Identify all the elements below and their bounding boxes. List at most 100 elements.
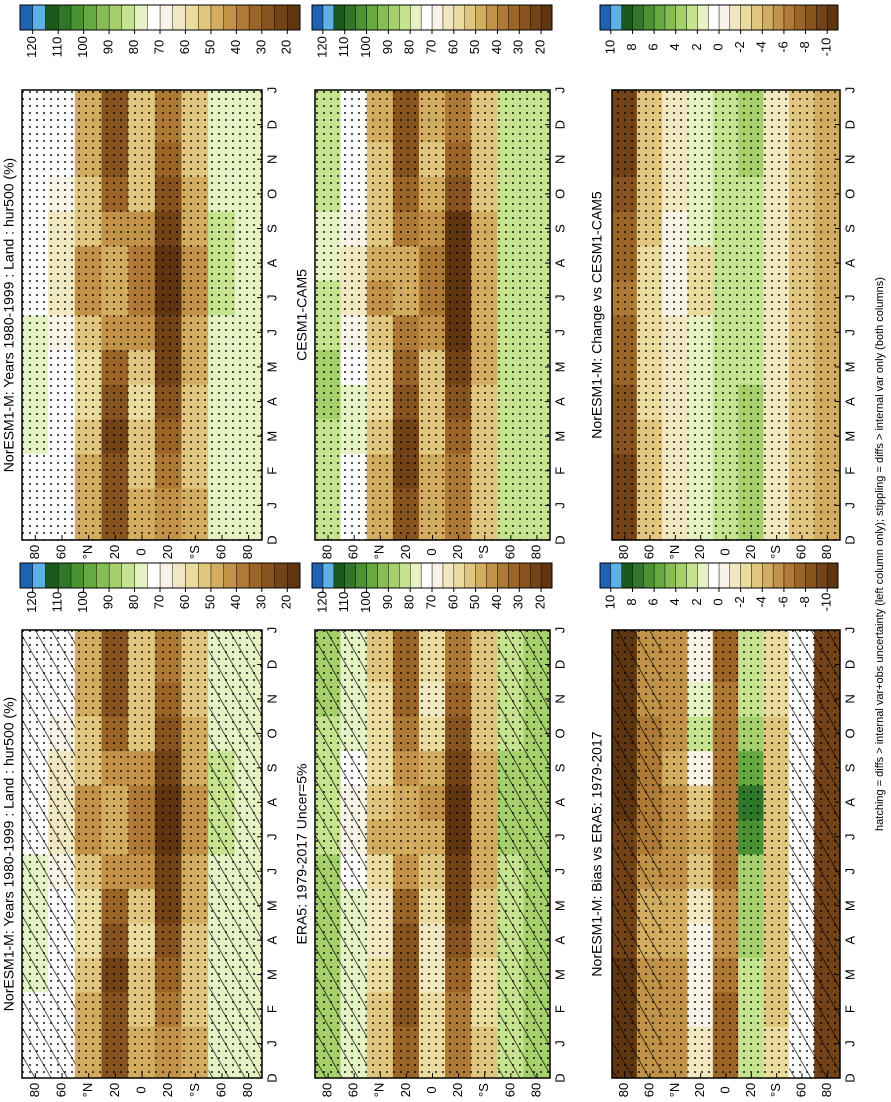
x-tick-label: O <box>264 728 279 738</box>
colorbar-tick-label: 30 <box>511 595 526 609</box>
colorbar-box <box>32 4 46 31</box>
colorbar-box <box>45 4 59 31</box>
colorbar-tick-label: -6 <box>775 596 790 608</box>
colorbar-tick-label: 8 <box>624 43 639 50</box>
x-tick-label: A <box>842 798 857 807</box>
colorbar-box <box>147 4 161 31</box>
colorbar-box <box>740 4 752 31</box>
x-tick-label: O <box>264 189 279 199</box>
colorbar-box <box>707 562 720 589</box>
colorbar-box <box>805 4 817 31</box>
x-tick-label: D <box>264 660 279 669</box>
y-tick-label: °N <box>80 1083 95 1098</box>
x-tick-label: J <box>264 868 279 875</box>
colorbar-tick-label: 2 <box>689 43 704 50</box>
colorbar-box <box>697 562 709 589</box>
heatmap <box>612 90 840 540</box>
x-tick-label: J <box>264 294 279 301</box>
x-tick-label: M <box>264 969 279 980</box>
colorbar-tick-label: -8 <box>797 41 812 53</box>
x-tick-label: A <box>552 798 567 807</box>
colorbar-tick-label: 110 <box>336 592 351 613</box>
colorbar-tick-label: 8 <box>624 598 639 605</box>
colorbar-box <box>718 4 731 31</box>
x-tick-label: F <box>842 467 857 475</box>
colorbar-box <box>311 4 324 31</box>
colorbar-box <box>729 4 741 31</box>
y-tick-label: 80 <box>319 1083 334 1097</box>
colorbar-tick-label: 60 <box>445 40 460 54</box>
colorbar-tick-label: 10 <box>602 595 617 609</box>
colorbar-box <box>431 4 444 31</box>
y-tick-label: 60 <box>53 1083 68 1097</box>
colorbar-box <box>621 4 633 31</box>
x-tick-label: S <box>264 224 279 233</box>
panel-title: NorESM1-M: Years 1980-1999 : Land : hur5… <box>1 158 17 472</box>
x-tick-label: F <box>264 1005 279 1013</box>
colorbar-tick-label: 50 <box>467 40 482 54</box>
heatmap <box>612 630 840 1078</box>
colorbar-box <box>236 4 250 31</box>
colorbar-box <box>248 562 263 589</box>
colorbar-box <box>261 4 275 31</box>
colorbar-box <box>355 4 367 31</box>
colorbar-box <box>783 562 795 589</box>
colorbar-tick-label: 50 <box>202 595 217 609</box>
colorbar-box <box>475 562 487 589</box>
x-tick-label: J <box>842 294 857 301</box>
y-tick-label: 80 <box>819 1083 834 1097</box>
colorbar-box <box>610 4 622 31</box>
colorbar-tick-label: 6 <box>646 598 661 605</box>
colorbar-tick-label: 70 <box>423 40 438 54</box>
colorbar-box <box>686 562 698 589</box>
colorbar-box <box>762 4 774 31</box>
x-tick-label: M <box>842 431 857 442</box>
x-tick-label: S <box>552 763 567 772</box>
colorbar-box <box>783 4 795 31</box>
colorbar-box <box>826 562 839 589</box>
x-tick-label: D <box>552 660 567 669</box>
colorbar-box <box>772 562 785 589</box>
y-tick-label: 20 <box>160 545 175 559</box>
colorbar-box <box>223 562 237 589</box>
colorbar-tick-label: 30 <box>253 40 268 54</box>
x-tick-label: N <box>552 694 567 703</box>
colorbar-box <box>442 4 455 31</box>
colorbar-box <box>172 4 186 31</box>
colorbar-tick-label: 80 <box>402 40 417 54</box>
x-tick-label: D <box>552 120 567 129</box>
y-tick-label: 0 <box>133 1086 148 1093</box>
colorbar-box <box>464 562 476 589</box>
colorbar-box <box>751 4 763 31</box>
x-tick-label: M <box>552 969 567 980</box>
colorbar-box <box>794 562 806 589</box>
x-tick-label: J <box>552 87 567 94</box>
y-tick-label: °S <box>476 545 491 559</box>
colorbar-tick-label: 110 <box>336 37 351 58</box>
colorbar-tick-label: 0 <box>710 598 725 605</box>
colorbar-box <box>147 562 161 589</box>
x-tick-label: J <box>842 868 857 875</box>
colorbar-box <box>108 562 123 589</box>
colorbar-box <box>816 4 828 31</box>
colorbar-box <box>826 4 839 31</box>
x-tick-label: J <box>552 294 567 301</box>
colorbar-box <box>210 4 224 31</box>
colorbar-box <box>772 4 785 31</box>
y-tick-label: 60 <box>793 545 808 559</box>
colorbar-box <box>134 562 148 589</box>
x-tick-label: A <box>842 935 857 944</box>
colorbar-tick-label: -10 <box>819 593 834 612</box>
colorbar-box <box>287 4 301 31</box>
colorbar-box <box>287 562 301 589</box>
x-tick-label: A <box>552 258 567 267</box>
x-tick-label: D <box>842 120 857 129</box>
y-tick-label: 0 <box>717 548 732 555</box>
y-tick-label: 80 <box>240 1083 255 1097</box>
stippling <box>315 90 550 540</box>
x-tick-label: J <box>842 834 857 841</box>
colorbar-tick-label: 20 <box>279 595 294 609</box>
colorbar-tick-label: 60 <box>445 595 460 609</box>
y-tick-label: 20 <box>107 545 122 559</box>
